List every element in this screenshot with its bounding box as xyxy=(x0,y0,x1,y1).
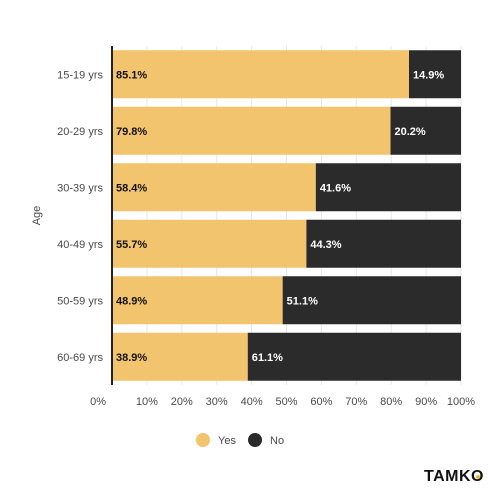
data-label-no: 44.3% xyxy=(310,239,341,251)
bar-no xyxy=(315,163,461,212)
data-label-yes: 79.8% xyxy=(116,126,147,138)
data-label-yes: 85.1% xyxy=(116,69,147,81)
x-tick-label: 80% xyxy=(380,396,402,408)
data-label-no: 20.2% xyxy=(395,126,426,138)
data-label-yes: 48.9% xyxy=(116,295,147,307)
x-tick-label: 50% xyxy=(275,396,297,408)
bar-no xyxy=(282,276,461,325)
x-tick-label: 10% xyxy=(136,396,158,408)
data-label-yes: 38.9% xyxy=(116,352,147,364)
legend-swatch-no xyxy=(248,433,262,447)
bar-yes xyxy=(112,219,307,268)
legend-swatch-yes xyxy=(196,433,210,447)
x-tick-label: 30% xyxy=(206,396,228,408)
data-label-yes: 58.4% xyxy=(116,182,147,194)
legend-label-no: No xyxy=(270,435,284,447)
category-label: 40-49 yrs xyxy=(57,239,103,251)
y-axis-title: Age xyxy=(31,206,43,226)
x-tick-label: 0% xyxy=(90,396,106,408)
category-label: 60-69 yrs xyxy=(57,352,103,364)
category-label: 20-29 yrs xyxy=(57,126,103,138)
x-tick-label: 40% xyxy=(241,396,263,408)
x-tick-label: 20% xyxy=(171,396,193,408)
category-label: 15-19 yrs xyxy=(57,69,103,81)
data-label-no: 61.1% xyxy=(252,352,283,364)
bar-yes xyxy=(112,332,248,381)
bar-yes xyxy=(112,50,409,99)
bar-no xyxy=(247,332,461,381)
bar-no xyxy=(390,106,461,155)
category-label: 30-39 yrs xyxy=(57,182,103,194)
tamko-logo: TAMKO xyxy=(424,468,484,486)
data-label-no: 51.1% xyxy=(287,295,318,307)
bar-yes xyxy=(112,163,316,212)
data-label-yes: 55.7% xyxy=(116,239,147,251)
bar-yes xyxy=(112,276,283,325)
legend-label-yes: Yes xyxy=(218,435,236,447)
data-label-no: 14.9% xyxy=(413,69,444,81)
x-tick-label: 100% xyxy=(447,396,475,408)
bar-no xyxy=(306,219,461,268)
x-tick-label: 90% xyxy=(415,396,437,408)
data-label-no: 41.6% xyxy=(320,182,351,194)
x-tick-label: 60% xyxy=(310,396,332,408)
category-label: 50-59 yrs xyxy=(57,295,103,307)
x-tick-label: 70% xyxy=(345,396,367,408)
bar-no xyxy=(408,50,461,99)
bar-yes xyxy=(112,106,391,155)
